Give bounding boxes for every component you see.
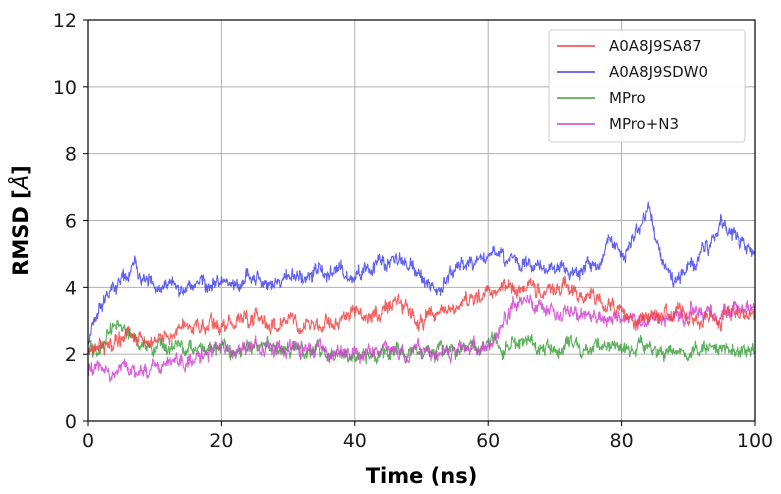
legend: A0A8J9SA87 A0A8J9SDW0 MPro MPro+N3 bbox=[548, 29, 746, 143]
y-tick-label: 0 bbox=[65, 411, 77, 433]
legend-label-mpro: MPro bbox=[609, 89, 646, 107]
y-axis-label: RMSD [Å] bbox=[7, 165, 33, 276]
y-tick-label: 8 bbox=[65, 144, 77, 166]
x-tick-label: 100 bbox=[737, 430, 773, 452]
series-line-a0a8j9sa87 bbox=[87, 275, 756, 356]
y-tick-label: 6 bbox=[65, 211, 77, 233]
legend-label-a0a8j9sa87: A0A8J9SA87 bbox=[609, 37, 702, 55]
tick-labels: 0 20 40 60 80 100 0 2 4 6 8 10 12 bbox=[53, 10, 773, 452]
legend-label-a0a8j9sdw0: A0A8J9SDW0 bbox=[609, 63, 708, 81]
y-tick-label: 12 bbox=[53, 10, 77, 32]
y-axis-label-unit: Å bbox=[7, 175, 33, 191]
x-tick-label: 80 bbox=[610, 430, 634, 452]
series-lines bbox=[87, 201, 756, 383]
series-line-mpro bbox=[87, 319, 756, 365]
y-tick-label: 10 bbox=[53, 77, 77, 99]
legend-entry-a0a8j9sdw0: A0A8J9SDW0 bbox=[557, 63, 708, 81]
y-tick-label: 2 bbox=[65, 344, 77, 366]
y-axis-label-main: RMSD [ bbox=[9, 189, 33, 276]
legend-box bbox=[548, 29, 746, 143]
x-tick-label: 40 bbox=[343, 430, 367, 452]
legend-label-mpro-n3: MPro+N3 bbox=[609, 115, 679, 133]
y-axis-label-close: ] bbox=[9, 165, 33, 175]
x-axis-label: Time (ns) bbox=[366, 464, 478, 488]
series-line-mpro-n3 bbox=[87, 294, 756, 383]
series-line-a0a8j9sdw0 bbox=[87, 201, 756, 345]
legend-entry-a0a8j9sa87: A0A8J9SA87 bbox=[557, 37, 702, 55]
x-tick-label: 20 bbox=[209, 430, 233, 452]
y-tick-label: 4 bbox=[65, 277, 77, 299]
x-tick-label: 0 bbox=[82, 430, 94, 452]
legend-entry-mpro-n3: MPro+N3 bbox=[557, 115, 679, 133]
legend-entry-mpro: MPro bbox=[557, 89, 646, 107]
x-tick-label: 60 bbox=[476, 430, 500, 452]
